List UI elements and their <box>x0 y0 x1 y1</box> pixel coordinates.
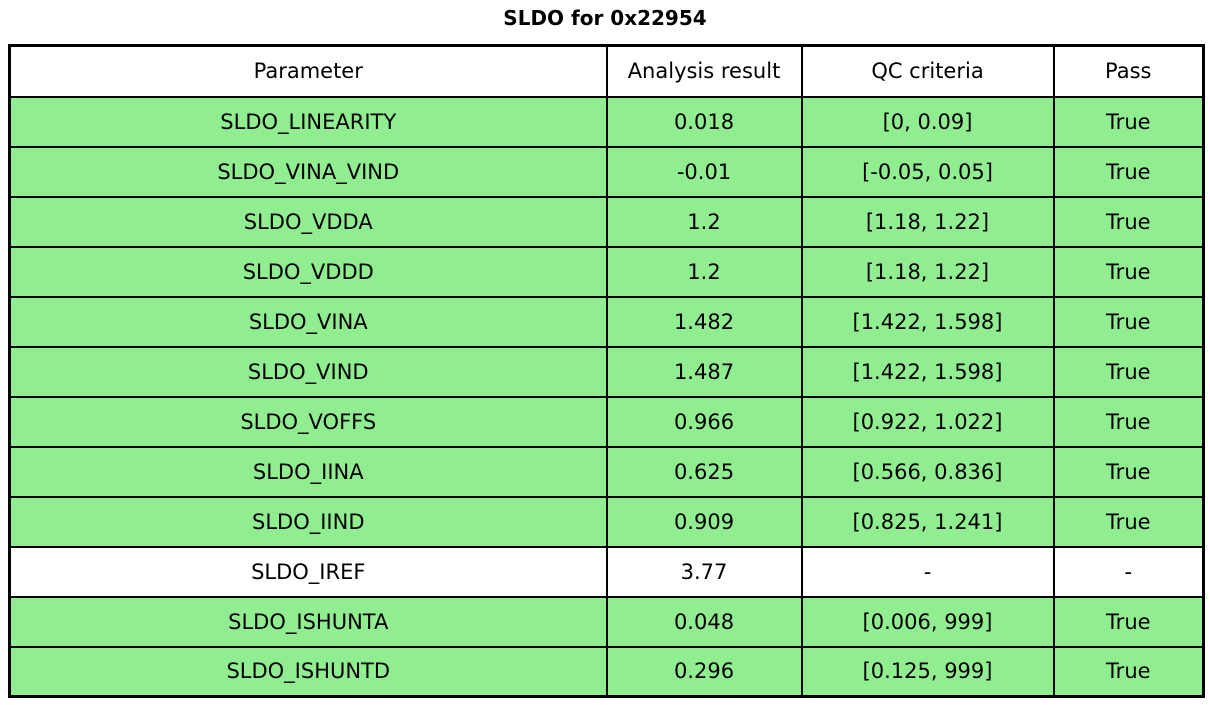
column-header-qc-criteria: QC criteria <box>800 44 1055 98</box>
table-row: SLDO_VINA 1.482 [1.422, 1.598] True <box>8 295 1205 348</box>
result-cell: 0.625 <box>605 445 803 498</box>
criteria-cell: [-0.05, 0.05] <box>800 145 1055 198</box>
parameter-cell: SLDO_IREF <box>8 545 608 598</box>
result-cell: 1.2 <box>605 245 803 298</box>
pass-cell: True <box>1052 95 1205 148</box>
pass-cell: True <box>1052 245 1205 298</box>
result-cell: 0.296 <box>605 645 803 698</box>
pass-cell: True <box>1052 295 1205 348</box>
criteria-cell: [1.18, 1.22] <box>800 245 1055 298</box>
pass-cell: True <box>1052 195 1205 248</box>
table-body: SLDO_LINEARITY 0.018 [0, 0.09] True SLDO_VIN… <box>8 95 1205 698</box>
result-cell: 0.966 <box>605 395 803 448</box>
chart-title: SLDO for 0x22954 <box>503 6 707 30</box>
table-row: SLDO_IIND 0.909 [0.825, 1.241] True <box>8 495 1205 548</box>
table-row: SLDO_ISHUNTD 0.296 [0.125, 999] True <box>8 645 1205 698</box>
parameter-cell: SLDO_ISHUNTD <box>8 645 608 698</box>
column-header-analysis-result: Analysis result <box>605 44 803 98</box>
result-cell: 1.487 <box>605 345 803 398</box>
result-cell: 0.048 <box>605 595 803 648</box>
criteria-cell: [0.125, 999] <box>800 645 1055 698</box>
pass-cell: True <box>1052 145 1205 198</box>
result-cell: 1.2 <box>605 195 803 248</box>
column-header-parameter: Parameter <box>8 44 608 98</box>
result-cell: 1.482 <box>605 295 803 348</box>
table-header: Parameter Analysis result QC criteria Pass <box>8 44 1205 98</box>
result-cell: 3.77 <box>605 545 803 598</box>
pass-cell: True <box>1052 395 1205 448</box>
criteria-cell: [0, 0.09] <box>800 95 1055 148</box>
parameter-cell: SLDO_IIND <box>8 495 608 548</box>
table-row: SLDO_LINEARITY 0.018 [0, 0.09] True <box>8 95 1205 148</box>
qc-table: Parameter Analysis result QC criteria Pass … <box>8 44 1205 698</box>
table-row: SLDO_IINA 0.625 [0.566, 0.836] True <box>8 445 1205 498</box>
parameter-cell: SLDO_VOFFS <box>8 395 608 448</box>
criteria-cell: [0.825, 1.241] <box>800 495 1055 548</box>
table-row: SLDO_ISHUNTA 0.048 [0.006, 999] True <box>8 595 1205 648</box>
pass-cell: True <box>1052 345 1205 398</box>
table-row: SLDO_VDDD 1.2 [1.18, 1.22] True <box>8 245 1205 298</box>
pass-cell: True <box>1052 645 1205 698</box>
pass-cell: True <box>1052 445 1205 498</box>
pass-cell: True <box>1052 495 1205 548</box>
criteria-cell: - <box>800 545 1055 598</box>
pass-cell: True <box>1052 595 1205 648</box>
criteria-cell: [1.422, 1.598] <box>800 295 1055 348</box>
table-row: SLDO_VDDA 1.2 [1.18, 1.22] True <box>8 195 1205 248</box>
parameter-cell: SLDO_ISHUNTA <box>8 595 608 648</box>
parameter-cell: SLDO_VDDA <box>8 195 608 248</box>
parameter-cell: SLDO_VINA_VIND <box>8 145 608 198</box>
criteria-cell: [0.566, 0.836] <box>800 445 1055 498</box>
table-header-row: Parameter Analysis result QC criteria Pass <box>8 44 1205 98</box>
parameter-cell: SLDO_LINEARITY <box>8 95 608 148</box>
pass-cell: - <box>1052 545 1205 598</box>
criteria-cell: [1.422, 1.598] <box>800 345 1055 398</box>
result-cell: 0.909 <box>605 495 803 548</box>
parameter-cell: SLDO_VIND <box>8 345 608 398</box>
table-row: SLDO_IREF 3.77- - <box>8 545 1205 598</box>
column-header-pass: Pass <box>1052 44 1205 98</box>
table-row: SLDO_VOFFS 0.966 [0.922, 1.022] True <box>8 395 1205 448</box>
parameter-cell: SLDO_VINA <box>8 295 608 348</box>
criteria-cell: [0.006, 999] <box>800 595 1055 648</box>
criteria-cell: [0.922, 1.022] <box>800 395 1055 448</box>
table-row: SLDO_VIND 1.487 [1.422, 1.598] True <box>8 345 1205 398</box>
result-cell: -0.01 <box>605 145 803 198</box>
result-cell: 0.018 <box>605 95 803 148</box>
table-row: SLDO_VINA_VIND -0.01 [-0.05, 0.05] True <box>8 145 1205 198</box>
parameter-cell: SLDO_IINA <box>8 445 608 498</box>
criteria-cell: [1.18, 1.22] <box>800 195 1055 248</box>
parameter-cell: SLDO_VDDD <box>8 245 608 298</box>
